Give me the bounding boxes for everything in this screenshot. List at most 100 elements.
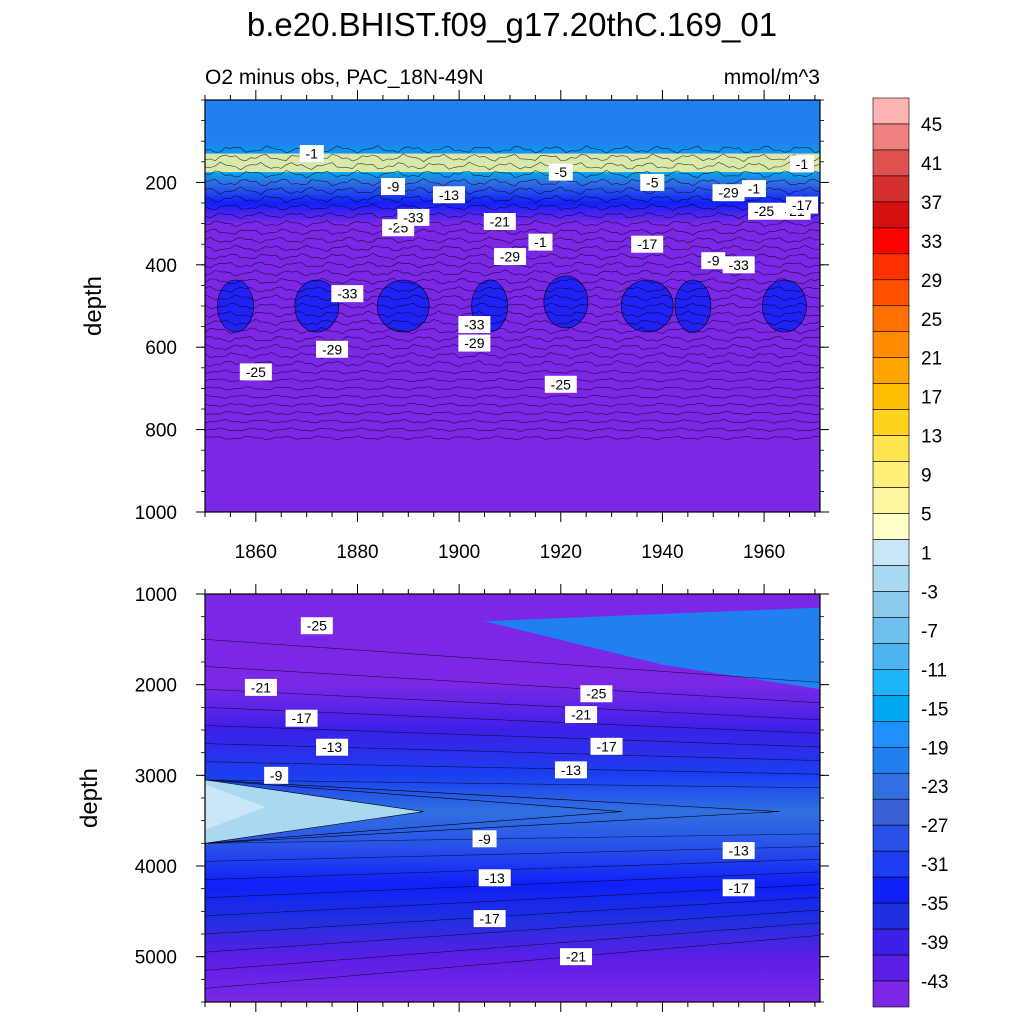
contour-line: [205, 318, 820, 327]
y-tick-label: 1000: [135, 503, 177, 524]
bottom-wedge-regions: [205, 607, 820, 844]
contour-label-text: -21: [490, 214, 510, 230]
contour-line: [205, 269, 820, 277]
colorbar-bin: [872, 876, 910, 904]
contour-label: -33: [397, 208, 430, 226]
colorbar-bin: [872, 746, 910, 774]
colorbar-label: 9: [921, 466, 932, 487]
contour-label-text: -17: [596, 738, 616, 754]
contour-label-box: [544, 375, 577, 393]
contour-label-box: [741, 180, 766, 198]
contour-line: [205, 743, 820, 761]
contour-label-text: -25: [586, 686, 606, 702]
colorbar-bin: [872, 227, 910, 255]
contour-label-text: -25: [754, 203, 774, 219]
contour-label-text: -5: [646, 174, 659, 190]
contour-label-box: [244, 678, 277, 696]
y-tick-label: 2000: [135, 676, 177, 697]
colorbar-label: 1: [921, 544, 932, 565]
minimum-blob: [294, 279, 340, 333]
colorbar-bin: [872, 149, 910, 177]
minimum-blob: [762, 279, 807, 333]
contour-label-text: -29: [322, 341, 342, 357]
contour-label-text: -29: [500, 249, 520, 265]
contour-line: [205, 161, 820, 171]
contour-line: [205, 310, 820, 318]
colorbar-label: 13: [921, 427, 942, 448]
contour-label-box: [458, 334, 491, 352]
wedge-contour: [205, 779, 424, 844]
contour-line: [205, 725, 820, 748]
contour-line: [205, 228, 820, 236]
contour-label-text: -17: [637, 236, 657, 252]
contour-label: -29: [493, 248, 526, 266]
contour-line: [205, 203, 820, 211]
contour-line: [205, 294, 820, 302]
colorbar-label: -7: [921, 621, 938, 642]
contour-line: [205, 435, 820, 441]
colorbar-bin: [872, 954, 910, 982]
colorbar-label: 41: [921, 154, 942, 175]
contour-label-text: -21: [251, 679, 271, 695]
contour-label-box: [316, 738, 349, 756]
contour-label: -29: [458, 334, 491, 352]
contour-label-box: [590, 737, 623, 755]
contour-label-box: [722, 256, 755, 274]
contour-line: [205, 277, 820, 285]
contour-label-text: -33: [464, 317, 484, 333]
top-y-axis: 200 400 600 800 1000: [135, 99, 829, 524]
contour-line: [205, 369, 820, 375]
colorbar-bin: [872, 175, 910, 203]
x-tick-label: 1880: [336, 542, 378, 563]
contour-label: -33: [331, 285, 364, 303]
contour-label: -1: [528, 233, 553, 251]
contour-label-box: [548, 163, 573, 181]
contour-label: -17: [590, 737, 623, 755]
contour-label-text: -13: [439, 187, 459, 203]
contour-label-box: [397, 208, 430, 226]
contour-label: -9: [701, 252, 726, 270]
colorbar-label: -31: [921, 855, 948, 876]
contour-label-box: [580, 685, 613, 703]
contour-label-box: [299, 145, 324, 163]
contour-label-box: [722, 842, 755, 860]
colorbar-bin: [872, 461, 910, 488]
contour-line: [205, 871, 820, 898]
contour-label: -25: [580, 685, 613, 703]
wedge-region: [205, 779, 424, 844]
contour-line: [205, 285, 820, 294]
contour-label: -9: [264, 766, 289, 784]
contour-label-text: -9: [270, 767, 283, 783]
colorbar-bin: [872, 513, 910, 540]
colorbar-bin: [872, 824, 910, 852]
contour-label-box: [432, 186, 465, 204]
wedge-contour: [205, 779, 622, 844]
minimum-blob: [674, 279, 712, 333]
contour-label-box: [316, 340, 349, 358]
x-tick-label: 1900: [438, 542, 480, 563]
contour-label-text: -13: [729, 843, 749, 859]
contour-label: -21: [483, 213, 516, 231]
contour-line: [205, 897, 820, 935]
x-tick-label: 1940: [641, 542, 683, 563]
colorbar-bin: [872, 435, 910, 462]
contour-label-text: -21: [566, 949, 586, 965]
contour-line: [205, 343, 820, 351]
contour-label-box: [786, 196, 818, 214]
contour-label-box: [473, 910, 506, 928]
y-tick-label: 5000: [135, 948, 177, 969]
contour-label: -13: [432, 186, 465, 204]
contour-label: -21: [565, 706, 598, 724]
contour-line: [205, 761, 820, 775]
colorbar-bin: [872, 643, 910, 670]
contour-label-text: -1: [796, 156, 809, 172]
contour-label: -29: [316, 340, 349, 358]
colorbar-bin: [872, 331, 910, 359]
contour-label-text: -1: [534, 234, 547, 250]
colorbar-bin: [872, 850, 910, 878]
contour-label-text: -13: [485, 870, 505, 886]
contour-line: [205, 922, 820, 971]
contour-line: [205, 169, 820, 179]
contour-label-text: -29: [464, 335, 484, 351]
contour-label-box: [554, 761, 587, 779]
